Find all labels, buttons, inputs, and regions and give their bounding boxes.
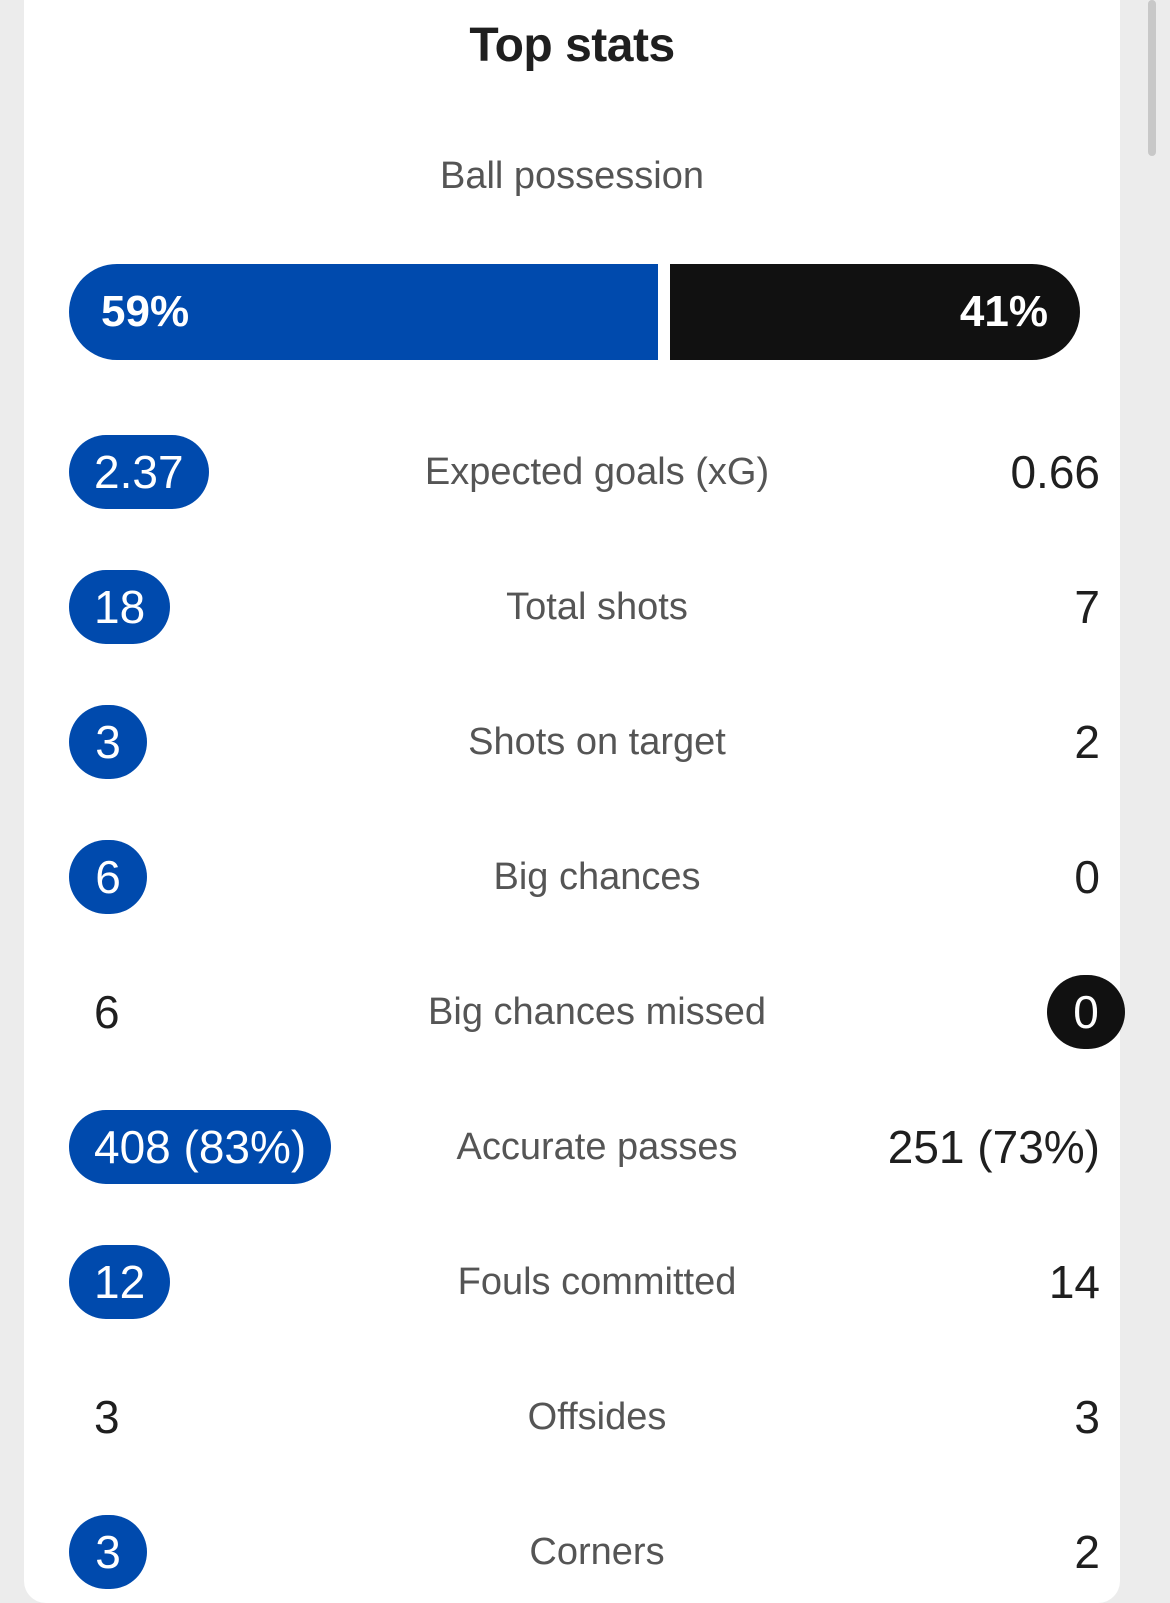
possession-away-value: 41% bbox=[959, 287, 1048, 336]
away-value: 3 bbox=[1074, 1391, 1100, 1443]
home-value: 18 bbox=[69, 570, 171, 644]
stat-row-big-chances: 6 Big chances 0 bbox=[69, 837, 1125, 917]
home-value: 2.37 bbox=[69, 435, 209, 509]
stat-row-fouls-committed: 12 Fouls committed 14 bbox=[69, 1242, 1125, 1322]
away-value: 14 bbox=[1048, 1256, 1100, 1308]
home-value: 408 (83%) bbox=[69, 1110, 332, 1184]
stat-row-total-shots: 18 Total shots 7 bbox=[69, 567, 1125, 647]
away-value: 7 bbox=[1074, 581, 1100, 633]
home-value: 6 bbox=[69, 840, 147, 914]
top-stats-card: Top stats Ball possession 59% 41% 2.37 E… bbox=[24, 0, 1125, 1603]
possession-bar-away: 41% bbox=[670, 264, 1080, 360]
away-value: 0 bbox=[1074, 851, 1100, 903]
possession-bar-home: 59% bbox=[69, 264, 658, 360]
possession-label: Ball possession bbox=[439, 155, 705, 197]
away-value: 0 bbox=[1047, 975, 1125, 1049]
stat-label: Corners bbox=[529, 1531, 665, 1573]
home-value: 3 bbox=[94, 1391, 120, 1443]
scrollbar[interactable] bbox=[1148, 0, 1156, 156]
home-value: 3 bbox=[69, 1515, 147, 1589]
away-value: 0.66 bbox=[1010, 446, 1100, 498]
stat-row-corners: 3 Corners 2 bbox=[69, 1512, 1125, 1592]
stat-row-shots-on-target: 3 Shots on target 2 bbox=[69, 702, 1125, 782]
stat-row-big-chances-missed: 6 Big chances missed 0 bbox=[69, 972, 1125, 1052]
stat-label: Total shots bbox=[506, 586, 688, 628]
stat-row-accurate-passes: 408 (83%) Accurate passes 251 (73%) bbox=[69, 1107, 1125, 1187]
stat-label: Fouls committed bbox=[457, 1261, 737, 1303]
home-value: 12 bbox=[69, 1245, 171, 1319]
home-value: 3 bbox=[69, 705, 147, 779]
stat-row-offsides: 3 Offsides 3 bbox=[69, 1377, 1125, 1457]
home-value: 6 bbox=[94, 986, 120, 1038]
away-value: 2 bbox=[1074, 716, 1100, 768]
section-title: Top stats bbox=[469, 19, 675, 72]
stat-label: Expected goals (xG) bbox=[424, 451, 770, 493]
away-value: 2 bbox=[1074, 1526, 1100, 1578]
possession-home-value: 59% bbox=[101, 287, 190, 336]
stat-label: Big chances bbox=[493, 856, 701, 898]
stat-label: Offsides bbox=[527, 1396, 667, 1438]
stat-row-expected-goals: 2.37 Expected goals (xG) 0.66 bbox=[69, 432, 1125, 512]
stat-label: Big chances missed bbox=[428, 991, 766, 1033]
away-value: 251 (73%) bbox=[887, 1121, 1100, 1173]
stat-label: Shots on target bbox=[468, 721, 726, 763]
